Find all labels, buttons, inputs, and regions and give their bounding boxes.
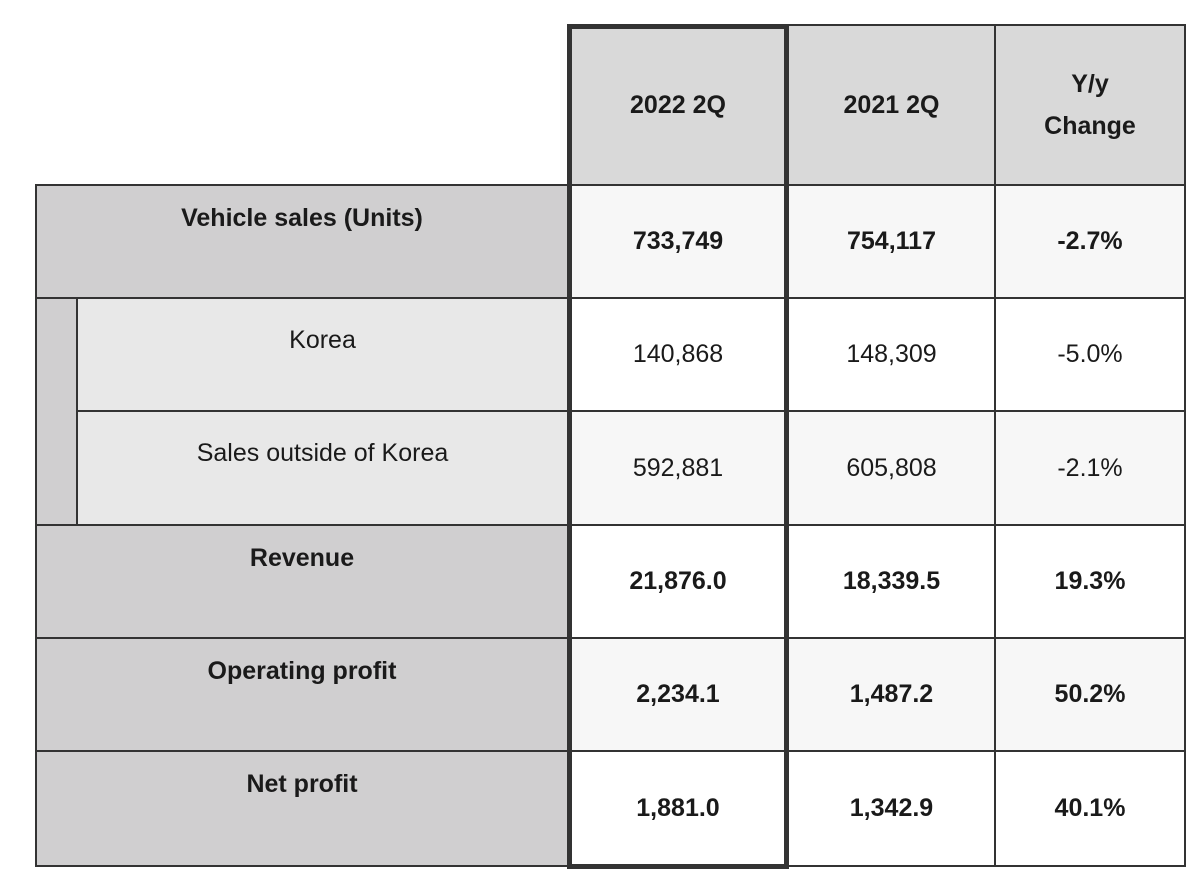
- row-label-text: Operating profit: [207, 657, 397, 685]
- cell-revenue-2021: 18,339.5: [787, 524, 996, 639]
- header-yy-change: Y/y Change: [994, 24, 1186, 186]
- cell-value: 733,749: [632, 227, 724, 255]
- cell-vehicle-sales-change: -2.7%: [994, 184, 1186, 299]
- cell-value: 19.3%: [1054, 567, 1126, 595]
- cell-net-profit-change: 40.1%: [994, 750, 1186, 867]
- cell-outside-korea-change: -2.1%: [994, 410, 1186, 526]
- row-label-revenue: Revenue: [35, 524, 569, 639]
- cell-value: -5.0%: [1057, 340, 1123, 368]
- row-label-net-profit: Net profit: [35, 750, 569, 867]
- cell-value: 1,881.0: [636, 794, 720, 822]
- row-label-text: Revenue: [249, 544, 355, 572]
- cell-value: 2,234.1: [636, 680, 720, 708]
- cell-value: 21,876.0: [629, 567, 727, 595]
- row-label-operating-profit: Operating profit: [35, 637, 569, 752]
- cell-value: -2.7%: [1057, 227, 1123, 255]
- cell-outside-korea-2022: 592,881: [567, 410, 789, 526]
- cell-vehicle-sales-2021: 754,117: [787, 184, 996, 299]
- cell-value: 592,881: [632, 453, 724, 482]
- cell-net-profit-2021: 1,342.9: [787, 750, 996, 867]
- row-label-korea: Korea: [76, 297, 569, 412]
- cell-value: 50.2%: [1054, 680, 1126, 708]
- cell-vehicle-sales-2022: 733,749: [567, 184, 789, 299]
- cell-korea-2022: 140,868: [567, 297, 789, 412]
- cell-value: 148,309: [846, 340, 937, 368]
- cell-value: 754,117: [847, 227, 936, 255]
- cell-operating-profit-2022: 2,234.1: [567, 637, 789, 752]
- header-2022-2q: 2022 2Q: [567, 24, 789, 186]
- cell-outside-korea-2021: 605,808: [787, 410, 996, 526]
- row-label-text: Net profit: [246, 770, 358, 798]
- cell-net-profit-2022: 1,881.0: [567, 750, 789, 867]
- cell-revenue-2022: 21,876.0: [567, 524, 789, 639]
- cell-korea-2021: 148,309: [787, 297, 996, 412]
- row-label-text: Vehicle sales (Units): [181, 204, 423, 232]
- row-label-text: Sales outside of Korea: [196, 439, 449, 467]
- cell-operating-profit-2021: 1,487.2: [787, 637, 996, 752]
- header-label: 2021 2Q: [843, 91, 940, 119]
- cell-value: 1,342.9: [849, 794, 934, 822]
- cell-value: 605,808: [846, 453, 937, 482]
- cell-value: -2.1%: [1057, 453, 1123, 482]
- cell-value: 18,339.5: [842, 567, 941, 595]
- row-label-vehicle-sales: Vehicle sales (Units): [35, 184, 569, 299]
- cell-korea-change: -5.0%: [994, 297, 1186, 412]
- cell-value: 40.1%: [1054, 794, 1126, 822]
- header-label: 2022 2Q: [630, 91, 726, 119]
- cell-value: 140,868: [632, 340, 724, 368]
- header-2021-2q: 2021 2Q: [787, 24, 996, 186]
- header-label: Y/y Change: [1044, 70, 1136, 140]
- cell-value: 1,487.2: [849, 680, 934, 708]
- row-label-text: Korea: [289, 326, 356, 354]
- row-label-sales-outside-korea: Sales outside of Korea: [76, 410, 569, 526]
- cell-revenue-change: 19.3%: [994, 524, 1186, 639]
- cell-operating-profit-change: 50.2%: [994, 637, 1186, 752]
- sub-row-indent: [35, 297, 78, 526]
